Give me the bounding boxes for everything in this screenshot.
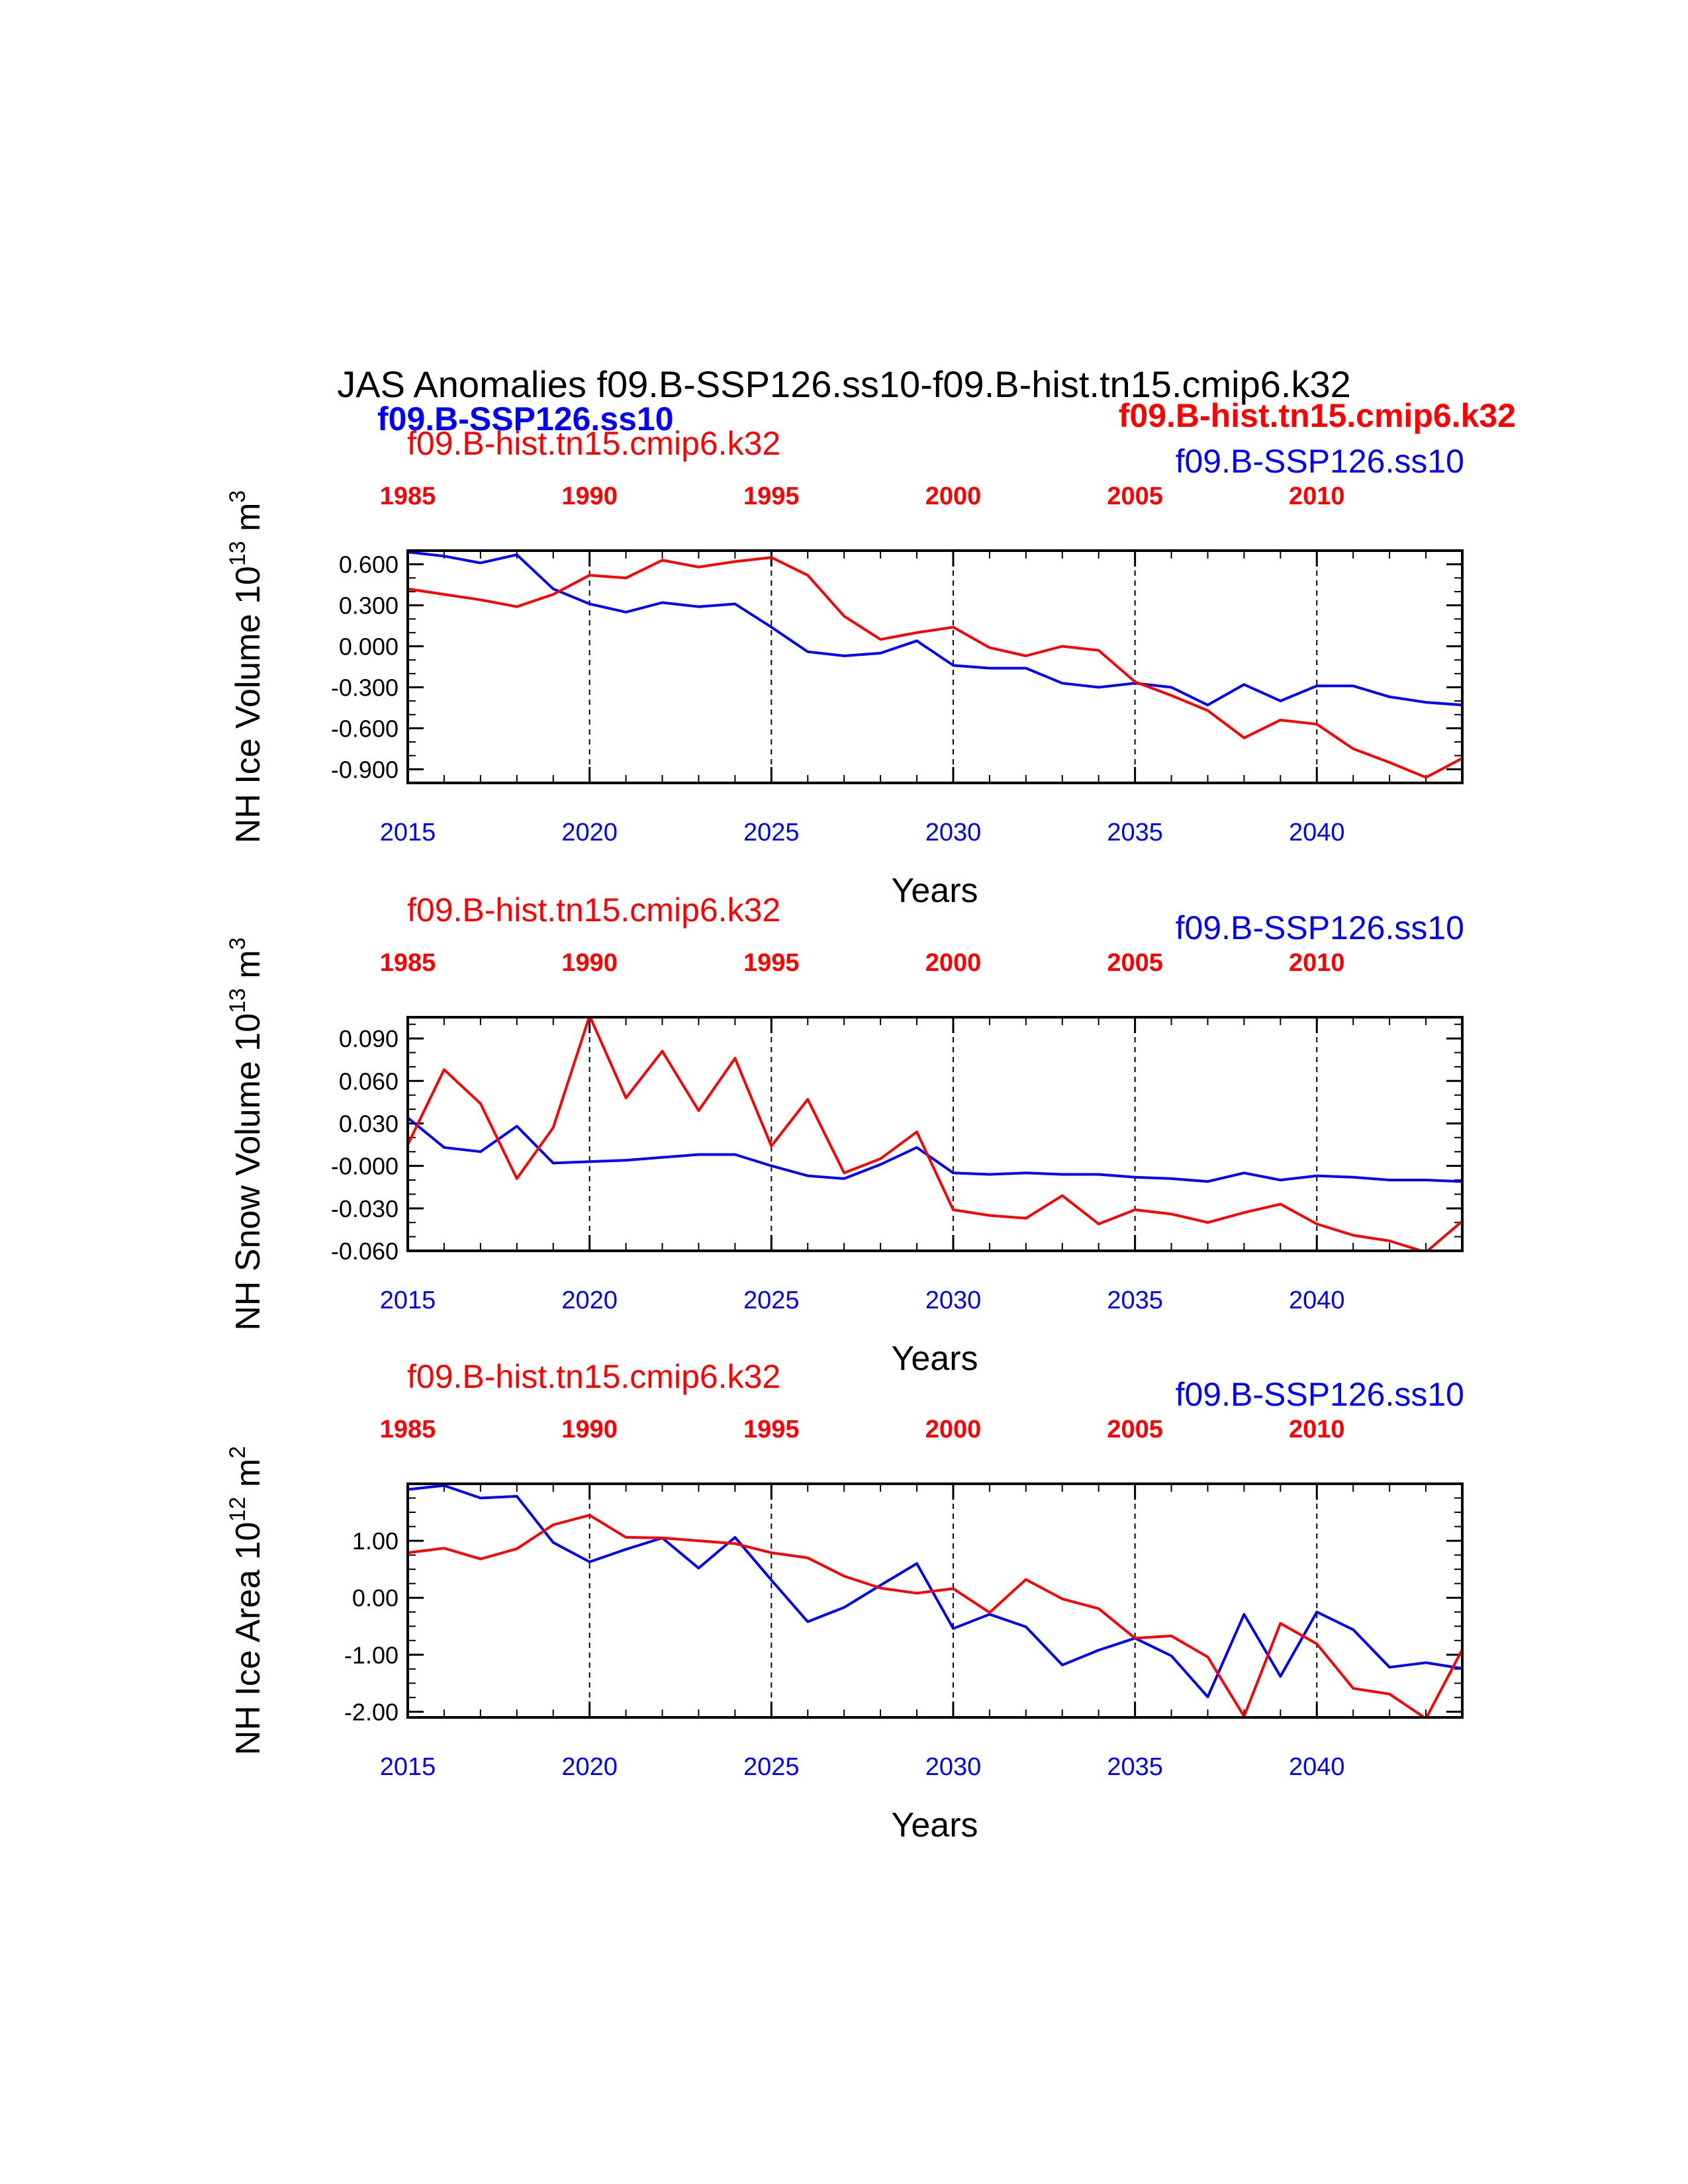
ytick-label: 0.300 bbox=[339, 592, 399, 619]
chart-panel-3: f09.B-hist.tn15.cmip6.k32 f09.B-SSP126.ss… bbox=[225, 1358, 1464, 1844]
y-axis-title: NH Snow Volume 1013 m3 bbox=[225, 937, 267, 1330]
xtick-label-bottom: 2015 bbox=[380, 1753, 436, 1781]
caption-top-left: f09.B-hist.tn15.cmip6.k32 bbox=[407, 891, 780, 929]
xtick-label-top: 2005 bbox=[1107, 1416, 1163, 1443]
xtick-label-top: 1995 bbox=[743, 482, 800, 510]
ytick-label: 0.000 bbox=[339, 633, 399, 660]
ytick-label: -2.00 bbox=[344, 1698, 399, 1725]
xtick-label-top: 1985 bbox=[380, 1416, 436, 1443]
xtick-label-top: 2000 bbox=[925, 1416, 982, 1443]
xtick-label-top: 2000 bbox=[925, 482, 982, 510]
series-line-hist bbox=[408, 556, 1462, 779]
ytick-label: -0.060 bbox=[331, 1238, 399, 1265]
xtick-label-top: 2005 bbox=[1107, 482, 1163, 510]
series-line-hist bbox=[408, 1017, 1462, 1251]
xtick-label-bottom: 2025 bbox=[743, 1753, 800, 1781]
xtick-label-top: 1985 bbox=[380, 949, 436, 977]
y-axis-title: NH Ice Volume 1013 m3 bbox=[225, 490, 267, 844]
xtick-label-bottom: 2040 bbox=[1289, 1753, 1345, 1781]
xtick-label-top: 1995 bbox=[743, 949, 800, 977]
ytick-label: -0.300 bbox=[331, 674, 399, 701]
series-line-ssp126 bbox=[408, 551, 1462, 707]
xtick-label-top: 1995 bbox=[743, 1416, 800, 1443]
xtick-label-top: 1990 bbox=[561, 482, 618, 510]
xtick-label-top: 1985 bbox=[380, 482, 436, 510]
panels: f09.B-hist.tn15.cmip6.k32 f09.B-SSP126.ss… bbox=[225, 425, 1464, 1844]
xtick-label-bottom: 2035 bbox=[1107, 819, 1163, 846]
x-axis-title: Years bbox=[891, 1340, 978, 1378]
ytick-label: 0.030 bbox=[339, 1110, 399, 1137]
caption-top-right: f09.B-SSP126.ss10 bbox=[1176, 443, 1464, 480]
ytick-label: -0.600 bbox=[331, 715, 399, 742]
ytick-label: -1.00 bbox=[344, 1641, 399, 1668]
ytick-label: 0.060 bbox=[339, 1068, 399, 1095]
series-line-ssp126 bbox=[408, 1484, 1462, 1698]
x-axis-title: Years bbox=[891, 872, 978, 910]
chart-panel-2: f09.B-hist.tn15.cmip6.k32 f09.B-SSP126.ss… bbox=[225, 891, 1464, 1378]
figure-title: JAS Anomalies f09.B-SSP126.ss10-f09.B-hi… bbox=[337, 363, 1350, 405]
xtick-label-bottom: 2015 bbox=[380, 1287, 436, 1314]
plot-frame bbox=[406, 1482, 1464, 1719]
xtick-label-top: 1990 bbox=[561, 1416, 618, 1443]
xtick-label-top: 1990 bbox=[561, 949, 618, 977]
ytick-label: -0.900 bbox=[331, 756, 399, 783]
xtick-label-bottom: 2030 bbox=[925, 1753, 982, 1781]
xtick-label-bottom: 2015 bbox=[380, 819, 436, 846]
ytick-label: 0.600 bbox=[339, 551, 399, 578]
chart-panel-1: f09.B-hist.tn15.cmip6.k32 f09.B-SSP126.ss… bbox=[225, 425, 1464, 910]
xtick-label-top: 2010 bbox=[1289, 1416, 1345, 1443]
ytick-label: 0.00 bbox=[352, 1584, 399, 1612]
xtick-label-bottom: 2020 bbox=[561, 1287, 618, 1314]
series-line-hist bbox=[408, 1514, 1462, 1717]
xtick-label-bottom: 2040 bbox=[1289, 1287, 1345, 1314]
header-left: f09.B-SSP126.ss10 bbox=[377, 400, 674, 437]
ytick-label: -0.030 bbox=[331, 1195, 399, 1222]
xtick-label-bottom: 2035 bbox=[1107, 1287, 1163, 1314]
xtick-label-bottom: 2020 bbox=[561, 819, 618, 846]
ytick-label: -0.000 bbox=[331, 1153, 399, 1180]
xtick-label-bottom: 2035 bbox=[1107, 1753, 1163, 1781]
caption-top-right: f09.B-SSP126.ss10 bbox=[1176, 909, 1464, 946]
plot-frame bbox=[406, 1016, 1464, 1252]
xtick-label-bottom: 2030 bbox=[925, 819, 982, 846]
ytick-label: 0.090 bbox=[339, 1025, 399, 1052]
header-right: f09.B-hist.tn15.cmip6.k32 bbox=[1119, 397, 1516, 434]
caption-top-right: f09.B-SSP126.ss10 bbox=[1176, 1376, 1464, 1413]
plot-frame bbox=[406, 549, 1464, 784]
x-axis-title: Years bbox=[891, 1806, 978, 1844]
xtick-label-bottom: 2025 bbox=[743, 819, 800, 846]
y-axis-title: NH Ice Area 1012 m2 bbox=[225, 1446, 267, 1755]
caption-top-left: f09.B-hist.tn15.cmip6.k32 bbox=[407, 425, 780, 462]
xtick-label-top: 2005 bbox=[1107, 949, 1163, 977]
xtick-label-top: 2010 bbox=[1289, 482, 1345, 510]
caption-top-left: f09.B-hist.tn15.cmip6.k32 bbox=[407, 1358, 780, 1395]
xtick-label-bottom: 2025 bbox=[743, 1287, 800, 1314]
xtick-label-bottom: 2030 bbox=[925, 1287, 982, 1314]
xtick-label-bottom: 2020 bbox=[561, 1753, 618, 1781]
series-line-ssp126 bbox=[408, 1116, 1462, 1183]
ytick-label: 1.00 bbox=[352, 1527, 399, 1555]
xtick-label-top: 2010 bbox=[1289, 949, 1345, 977]
xtick-label-top: 2000 bbox=[925, 949, 982, 977]
xtick-label-bottom: 2040 bbox=[1289, 819, 1345, 846]
